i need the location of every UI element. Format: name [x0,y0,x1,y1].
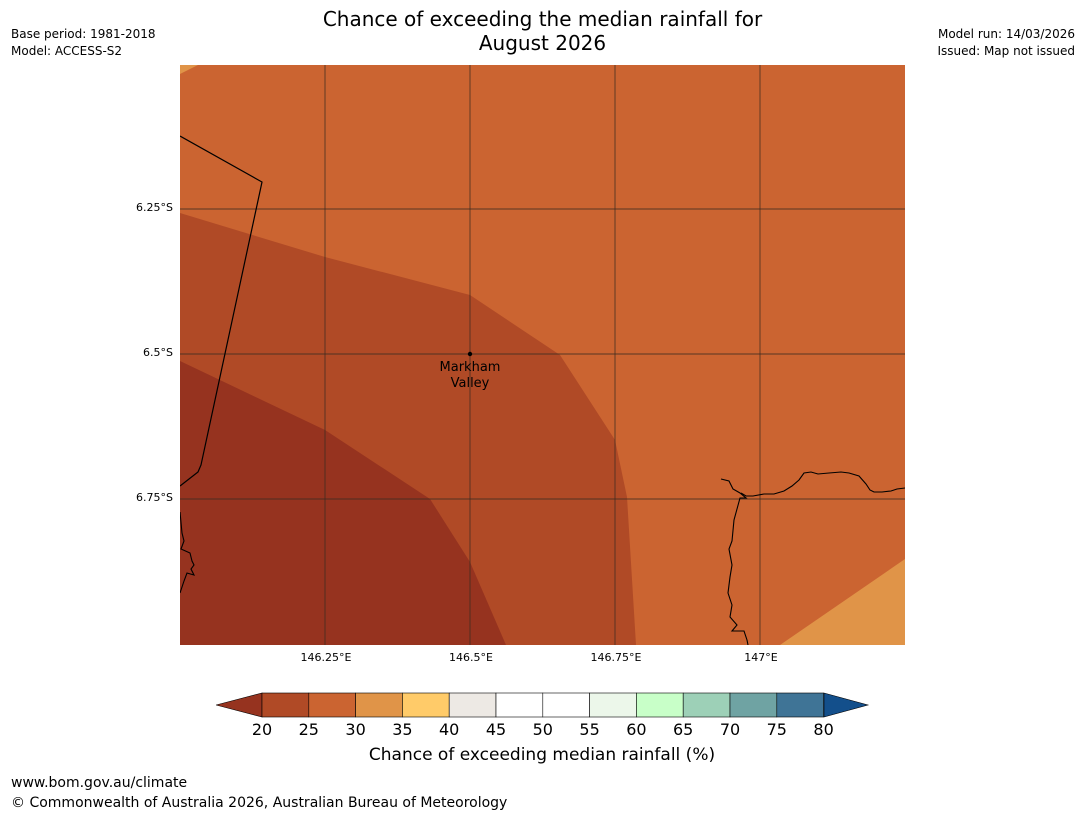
colorbar-tick-label: 40 [439,720,460,739]
boundary-line [180,135,263,487]
place-marker[interactable] [467,351,473,357]
colorbar-box [776,692,824,718]
colorbar-tick-label: 75 [766,720,787,739]
colorbar-tick-label: 30 [345,720,366,739]
colorbar-box [729,692,778,718]
meta-left: Base period: 1981-2018 Model: ACCESS-S2 [11,26,156,60]
colorbar-box [682,692,731,718]
map-title: Chance of exceeding the median rainfall … [0,7,1085,55]
colorbar-tick-label: 50 [532,720,553,739]
colorbar-svg [214,692,870,718]
coastline-west [180,511,196,594]
lon-label-146-5: 146.5°E [449,651,493,664]
lon-label-146-75: 146.75°E [590,651,642,664]
colorbar-boxes [261,692,824,718]
lon-label-146-25: 146.25°E [300,651,352,664]
colorbar-box [261,692,310,718]
lat-label-6-75: 6.75°S [136,491,173,504]
colorbar-box [308,692,356,718]
lat-label-6-5: 6.5°S [143,346,173,359]
place-label: Markham Valley [420,360,520,392]
colorbar-box [355,692,403,718]
lat-label-6-25: 6.25°S [136,201,173,214]
meta-right: Model run: 14/03/2026 Issued: Map not is… [937,26,1075,60]
colorbar-tick-label: 20 [251,720,273,739]
colorbar-under-arrow [214,692,263,718]
colorbar-box [495,692,544,718]
coastline-east [720,478,749,645]
colorbar-over-arrow [823,692,870,718]
colorbar-tick-label: 35 [392,720,413,739]
map-svg [180,65,905,645]
colorbar-box [636,692,684,718]
colorbar-box [402,692,450,718]
model-name: Model: ACCESS-S2 [11,44,123,58]
map-panel[interactable] [180,65,905,645]
colorbar-tick-label: 25 [298,720,319,739]
colorbar-box [589,692,637,718]
coastline-north-east [740,471,905,497]
map-title-line1: Chance of exceeding the median rainfall … [322,7,763,31]
footer-url: www.bom.gov.au/climate [11,775,188,791]
model-run: Model run: 14/03/2026 [937,27,1075,41]
lon-label-147: 147°E [744,651,778,664]
place-name-line2: Valley [450,376,490,391]
colorbar-title: Chance of exceeding median rainfall (%) [368,745,716,765]
colorbar-tick-label: 80 [813,720,834,739]
colorbar-box [448,692,497,718]
base-period: Base period: 1981-2018 [11,27,156,41]
place-name-line1: Markham [439,360,501,375]
band-20-25 [180,361,506,645]
colorbar-box [542,692,590,718]
colorbar-tick-label: 60 [626,720,647,739]
colorbar-tick-label: 55 [579,720,600,739]
issued-status: Issued: Map not issued [937,44,1075,58]
colorbar [214,692,872,724]
band-35-40-top-left [180,65,198,74]
band-35-40-bottom-right [780,559,905,645]
footer-copyright: © Commonwealth of Australia 2026, Austra… [11,795,508,811]
map-title-line2: August 2026 [478,31,607,55]
colorbar-tick-label: 65 [673,720,694,739]
colorbar-tick-label: 70 [719,720,741,739]
colorbar-tick-label: 45 [485,720,507,739]
